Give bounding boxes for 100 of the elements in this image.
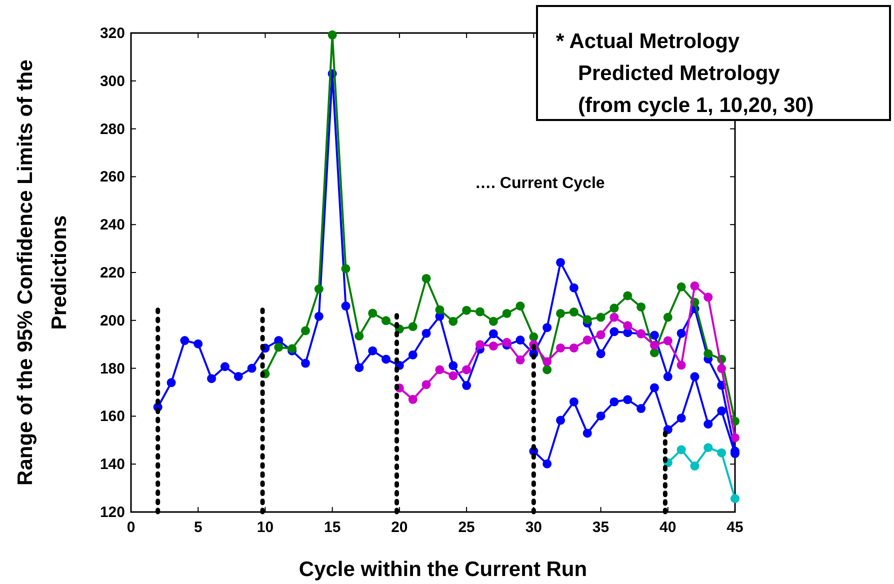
point <box>730 494 740 504</box>
point <box>234 372 243 381</box>
point <box>610 312 619 322</box>
y-tick-label: 220 <box>100 264 125 282</box>
y-axis-title: Range of the 95% Confidence Limits of the Predictions <box>14 60 71 486</box>
annotation: (from cycle 1, 10,20, 30) <box>578 94 814 117</box>
point <box>704 292 713 302</box>
point <box>623 291 632 300</box>
point <box>690 281 700 290</box>
point <box>704 443 713 452</box>
x-tick-label: 10 <box>256 519 274 536</box>
point <box>569 283 578 292</box>
point <box>704 420 713 429</box>
point <box>354 363 364 372</box>
point <box>368 308 378 318</box>
point <box>717 406 726 416</box>
point <box>542 357 552 366</box>
x-tick-label: 40 <box>660 519 676 536</box>
point <box>408 322 418 332</box>
point <box>422 274 431 283</box>
point <box>596 349 606 358</box>
annotation: …. Current Cycle <box>475 175 605 192</box>
point <box>516 302 525 311</box>
point <box>569 397 578 406</box>
point <box>448 371 458 380</box>
point <box>663 312 672 322</box>
x-tick-label: 35 <box>592 519 610 536</box>
point <box>180 336 190 346</box>
y-tick-label: 280 <box>100 120 125 138</box>
point <box>569 308 578 317</box>
point <box>596 411 606 420</box>
point <box>690 372 700 382</box>
point <box>636 404 646 414</box>
point <box>300 326 310 336</box>
annotation: * Actual Metrology <box>556 30 740 53</box>
point <box>341 302 350 311</box>
y-tick-label: 260 <box>100 168 125 186</box>
point <box>676 445 686 454</box>
point <box>354 331 364 340</box>
point <box>422 380 431 390</box>
point <box>717 448 726 458</box>
point <box>448 361 458 370</box>
point <box>300 358 310 368</box>
x-tick-label: 20 <box>391 519 408 536</box>
point <box>220 362 230 372</box>
point <box>328 30 337 40</box>
point <box>314 312 324 321</box>
point <box>663 372 672 382</box>
point <box>462 306 472 315</box>
x-tick-label: 25 <box>458 519 475 536</box>
point <box>542 459 552 468</box>
point <box>582 315 592 324</box>
point <box>166 378 176 388</box>
y-tick-label: 160 <box>100 408 125 426</box>
y-tick-label: 300 <box>100 72 125 90</box>
point <box>488 316 498 326</box>
point <box>368 346 378 356</box>
point <box>422 328 431 338</box>
point <box>341 264 350 274</box>
point <box>247 364 256 373</box>
point <box>556 343 566 352</box>
x-tick-label: 0 <box>126 519 136 536</box>
point <box>462 365 472 374</box>
point <box>623 321 632 330</box>
point <box>516 355 525 364</box>
y-tick-label: 180 <box>100 360 125 378</box>
point <box>676 282 686 292</box>
point <box>542 323 552 332</box>
point <box>582 428 592 438</box>
annotation: Predicted Metrology <box>578 62 780 85</box>
point <box>650 348 659 358</box>
point <box>610 304 619 313</box>
point <box>448 316 458 326</box>
point <box>650 383 659 392</box>
point <box>569 343 578 352</box>
y-tick-label: 120 <box>100 504 125 521</box>
x-axis-title: Cycle within the Current Run <box>298 558 588 581</box>
point <box>556 416 566 425</box>
point <box>676 360 686 370</box>
point <box>529 332 538 342</box>
point <box>636 302 646 312</box>
point <box>475 340 484 350</box>
point <box>488 342 498 351</box>
point <box>676 328 686 338</box>
point <box>194 339 203 348</box>
point <box>408 394 418 404</box>
point <box>556 308 566 318</box>
point <box>663 336 672 346</box>
x-tick-label: 15 <box>324 519 341 536</box>
point <box>542 365 552 374</box>
point <box>650 330 659 340</box>
y-tick-label: 140 <box>100 456 125 474</box>
point <box>623 395 632 404</box>
x-tick-label: 5 <box>194 519 202 536</box>
point <box>556 258 566 267</box>
point <box>382 316 391 326</box>
point <box>596 312 606 322</box>
point <box>717 364 726 374</box>
y-tick-label: 320 <box>100 25 125 42</box>
point <box>274 342 284 352</box>
